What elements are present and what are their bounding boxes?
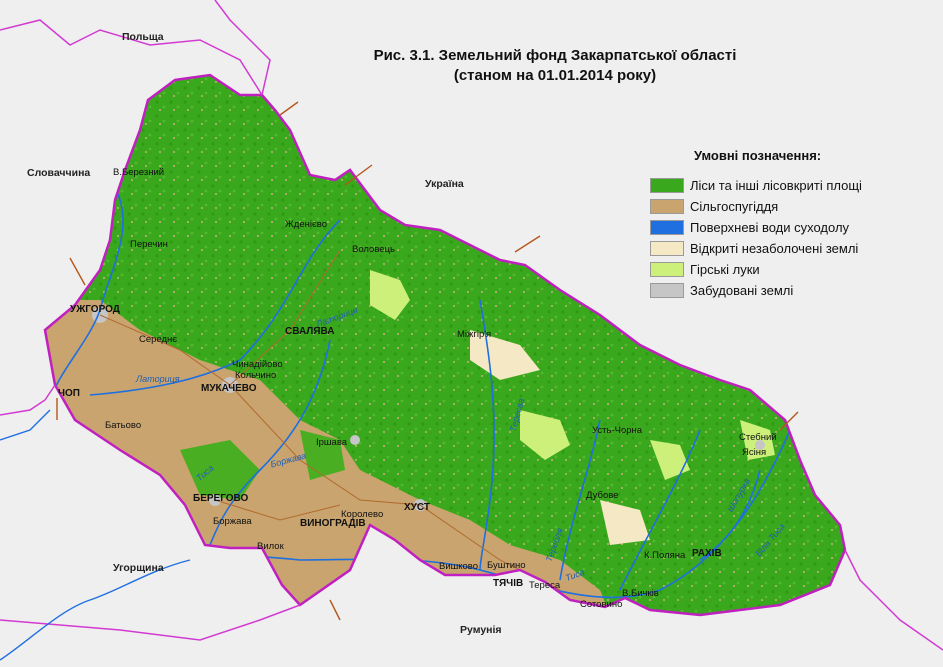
title-line-1: Рис. 3.1. Земельний фонд Закарпатської о… <box>373 47 737 64</box>
label-volovets: Воловець <box>352 244 395 255</box>
label-mukachevo: МУКАЧЕВО <box>201 383 257 394</box>
boundary-ticks <box>56 101 799 621</box>
legend-label-forest: Ліси та інші лісовкриті площі <box>690 178 862 193</box>
mountain-meadow-3 <box>650 440 690 480</box>
open-land-2 <box>600 500 650 545</box>
road-2 <box>229 384 561 591</box>
label-poland: Польща <box>122 31 164 43</box>
mountain-meadow-4 <box>740 420 775 460</box>
river-latorytsia <box>89 219 341 396</box>
border-poland-slovakia <box>0 19 263 96</box>
label-vylok: Вилок <box>257 541 284 552</box>
river-teresva <box>619 429 701 591</box>
legend-item-built-up: Забудовані землі <box>650 280 890 301</box>
label-ust-chorna: Усть-Чорна <box>592 425 643 436</box>
label-river-latorytsia-west: Латориця <box>136 374 180 384</box>
label-tiachiv: ТЯЧІВ <box>493 578 524 589</box>
boundary-tick <box>514 235 541 253</box>
label-romania: Румунія <box>460 624 502 636</box>
state-borders <box>0 0 943 651</box>
mountain-meadow-1 <box>370 270 410 320</box>
legend-label-water: Поверхневі води суходолу <box>690 220 850 235</box>
border-poland-ukraine <box>214 0 271 96</box>
label-velykyi-bereznyi: В.Березний <box>113 167 165 178</box>
river-bila-tysa <box>699 469 761 561</box>
label-vyshkovo: Вишково <box>439 561 479 572</box>
label-bushtyno: Буштино <box>487 560 526 571</box>
legend-swatch-built-up <box>650 283 684 298</box>
boundary-tick <box>279 101 299 116</box>
river-borzhava <box>209 339 331 546</box>
label-solotvyno: Сотовино <box>580 599 623 610</box>
label-rakhiv: РАХІВ <box>692 548 722 559</box>
legend-label-open-land: Відкриті незаболочені землі <box>690 241 859 256</box>
label-batovo: Батьово <box>105 420 142 431</box>
label-kolchyno: Кольчино <box>235 370 277 381</box>
legend-item-water: Поверхневі води суходолу <box>650 217 890 238</box>
legend-label-meadows: Гірські луки <box>690 262 760 277</box>
border-romania-ukraine <box>844 549 943 651</box>
river-uzh <box>49 179 124 401</box>
legend-label-agricultural: Сільгоспугіддя <box>690 199 779 214</box>
label-khust: ХУСТ <box>404 502 430 513</box>
open-land-1 <box>470 330 540 380</box>
boundary-tick <box>329 599 341 621</box>
legend: Умовні позначення: Ліси та інші лісовкри… <box>650 148 890 301</box>
label-ukraine: Україна <box>425 178 464 190</box>
river-rika <box>479 299 495 571</box>
label-seredne: Середнє <box>139 334 178 345</box>
label-chynadiievo: Чинадійово <box>232 359 283 370</box>
legend-swatch-meadows <box>650 262 684 277</box>
legend-item-agricultural: Сільгоспугіддя <box>650 196 890 217</box>
mountain-meadow-2 <box>520 410 570 460</box>
built-up-yasinia <box>755 440 765 450</box>
label-k-poliana: К.Поляна <box>644 550 686 561</box>
border-hungary-romania <box>0 604 301 641</box>
boundary-tick <box>69 257 86 286</box>
label-slovakia: Словаччина <box>27 167 91 179</box>
built-up-irshava <box>350 435 360 445</box>
label-mizhhiria: Міжгір'я <box>457 329 492 340</box>
label-chop: ЧОП <box>58 388 80 399</box>
legend-title: Умовні позначення: <box>694 148 822 163</box>
legend-item-open-land: Відкриті незаболочені землі <box>650 238 890 259</box>
legend-swatch-agricultural <box>650 199 684 214</box>
lowland-forest-patch <box>180 440 260 500</box>
label-vynohradiv: ВИНОГРАДІВ <box>300 518 366 529</box>
legend-swatch-water <box>650 220 684 235</box>
label-svaliava: СВАЛЯВА <box>285 326 335 337</box>
roads <box>99 249 561 591</box>
label-hungary: Угорщина <box>113 562 164 574</box>
region-border <box>43 73 847 617</box>
label-zhdenievo: Жденієво <box>285 219 328 230</box>
label-v-bychkiv: В.Бичків <box>622 588 659 599</box>
legend-item-meadows: Гірські луки <box>650 259 890 280</box>
boundary-tick <box>779 411 799 431</box>
label-yasinia: Ясіня <box>742 447 767 458</box>
legend-label-built-up: Забудовані землі <box>690 283 794 298</box>
title-line-2: (станом на 01.01.2014 року) <box>453 67 657 84</box>
road-3 <box>214 499 341 521</box>
map-title: Рис. 3.1. Земельний фонд Закарпатської о… <box>330 46 780 86</box>
label-borzhava: Боржава <box>213 516 252 527</box>
label-berehovo: БЕРЕГОВО <box>193 493 249 504</box>
label-korolevo: Королево <box>341 509 384 520</box>
label-perechyn: Перечин <box>130 239 168 250</box>
legend-item-forest: Ліси та інші лісовкриті площі <box>650 175 890 196</box>
legend-swatch-forest <box>650 178 684 193</box>
label-stebnyi: Стебний <box>739 432 777 443</box>
label-teresva: Тереса <box>529 580 561 591</box>
label-dubove: Дубове <box>586 490 619 501</box>
label-uzhhorod: УЖГОРОД <box>70 304 120 315</box>
river-tereblia <box>559 419 601 581</box>
boundary-tick <box>344 164 373 186</box>
legend-swatch-open-land <box>650 241 684 256</box>
border-slovakia-hungary <box>0 384 56 416</box>
outside-rivers <box>0 409 191 661</box>
label-irshava: Іршава <box>316 437 348 448</box>
